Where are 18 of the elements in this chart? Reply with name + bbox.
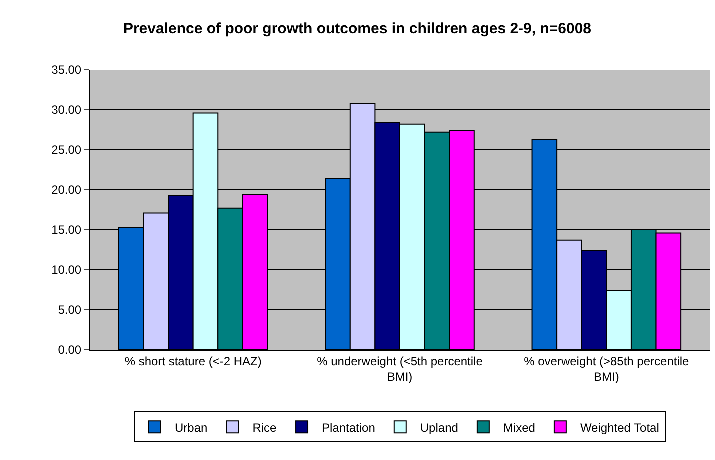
legend-label: Weighted Total (580, 420, 660, 435)
y-tick-label: 10.00 (52, 263, 82, 278)
y-tick-label: 25.00 (52, 143, 82, 158)
legend-label: Upland (420, 420, 458, 435)
chart-title: Prevalence of poor growth outcomes in children ages 2-9, n=6008 (123, 20, 592, 38)
legend-label: Rice (252, 420, 278, 435)
x-tick-label: % underweight (<5th percentile BMI) (317, 354, 484, 384)
y-tick-label: 20.00 (52, 183, 82, 198)
y-tick-label: 30.00 (52, 103, 82, 118)
legend-label: Urban (175, 420, 208, 435)
legend-label: Plantation (322, 420, 376, 435)
y-tick-label: 35.00 (52, 63, 82, 78)
y-tick-label: 15.00 (52, 223, 82, 238)
y-tick-label: 0.00 (58, 343, 82, 358)
y-tick-label: 5.00 (58, 303, 82, 318)
x-tick-label: % overweight (>85th percentile BMI) (524, 354, 690, 384)
legend-label: Mixed (503, 420, 536, 435)
x-tick-label: % short stature (<-2 HAZ) (124, 354, 262, 368)
